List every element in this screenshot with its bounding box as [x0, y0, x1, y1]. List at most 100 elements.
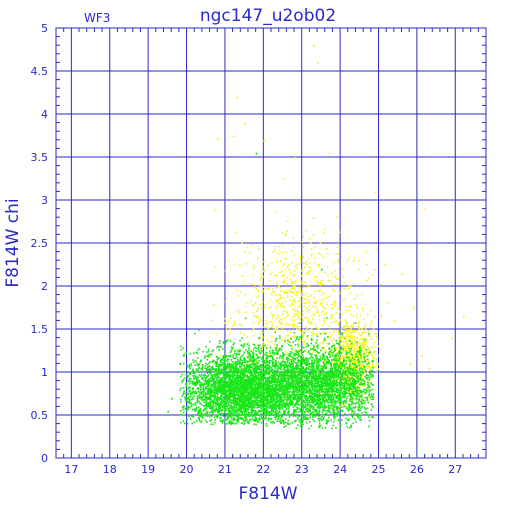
data-point: [333, 382, 335, 384]
data-point: [322, 417, 325, 419]
data-point: [340, 379, 342, 382]
data-point: [360, 407, 362, 409]
data-point: [278, 341, 280, 344]
data-point: [268, 321, 271, 323]
data-point: [268, 280, 271, 282]
data-point: [348, 394, 351, 396]
data-point: [332, 352, 334, 355]
data-point: [323, 347, 325, 349]
data-point: [265, 411, 268, 413]
data-point: [356, 395, 359, 397]
data-point: [308, 414, 311, 416]
data-point: [261, 337, 264, 339]
data-point: [309, 262, 311, 264]
data-point: [311, 333, 313, 335]
data-point: [348, 386, 351, 388]
data-point: [299, 391, 302, 394]
data-point: [341, 366, 344, 368]
data-point: [299, 379, 302, 381]
data-point: [326, 378, 329, 381]
data-point: [326, 390, 329, 392]
data-point: [367, 354, 369, 356]
data-point: [336, 379, 338, 381]
data-point: [358, 417, 360, 420]
data-point: [350, 347, 352, 350]
data-point: [322, 332, 324, 334]
data-point: [348, 392, 350, 395]
data-point: [316, 365, 318, 367]
data-point: [352, 337, 354, 339]
data-point: [370, 309, 372, 312]
data-point: [336, 391, 339, 394]
data-point: [309, 416, 311, 418]
data-point: [335, 371, 337, 374]
data-point: [261, 402, 263, 405]
data-point: [350, 403, 353, 406]
data-point: [321, 378, 324, 380]
data-point: [336, 365, 338, 367]
data-point: [293, 300, 296, 302]
data-point: [228, 332, 231, 335]
data-point: [320, 389, 322, 392]
data-point: [345, 309, 348, 312]
data-point: [300, 406, 303, 408]
data-point: [327, 336, 329, 338]
data-point: [351, 390, 354, 392]
data-point: [361, 402, 363, 404]
data-point: [348, 305, 351, 308]
data-point: [249, 355, 251, 357]
data-point: [304, 396, 306, 399]
data-point: [350, 386, 353, 389]
data-point: [331, 367, 333, 370]
data-point: [343, 393, 345, 396]
data-point: [273, 328, 275, 331]
data-point: [270, 404, 272, 406]
data-point: [305, 391, 308, 393]
data-point: [343, 325, 345, 327]
data-point: [355, 355, 357, 358]
data-point: [325, 400, 328, 402]
data-point: [257, 290, 260, 292]
data-point: [305, 326, 307, 328]
data-point: [357, 381, 360, 383]
data-point: [289, 371, 291, 373]
data-point: [343, 347, 345, 349]
data-point: [288, 385, 290, 388]
data-point: [301, 295, 303, 297]
data-point: [319, 333, 322, 335]
data-point: [333, 371, 336, 374]
data-point: [276, 399, 279, 401]
data-point: [281, 415, 283, 418]
data-point: [302, 366, 305, 368]
data-point: [327, 395, 330, 398]
data-point: [362, 369, 365, 371]
data-point: [279, 402, 281, 405]
data-point: [350, 377, 353, 380]
data-point: [271, 374, 274, 377]
data-point: [320, 381, 323, 384]
data-point: [428, 367, 431, 370]
data-point: [374, 350, 377, 353]
data-point: [362, 346, 364, 348]
data-point: [329, 352, 331, 354]
data-point: [338, 381, 341, 384]
data-point: [370, 352, 373, 354]
data-point: [294, 397, 296, 400]
data-point: [297, 352, 300, 355]
data-point: [209, 356, 212, 358]
data-point: [291, 403, 293, 406]
data-point: [350, 325, 352, 327]
data-point: [299, 376, 302, 379]
data-point: [370, 322, 373, 325]
data-point: [346, 322, 348, 324]
data-point: [357, 402, 360, 404]
data-point: [342, 387, 344, 389]
data-point: [346, 325, 348, 327]
data-point: [297, 340, 300, 342]
data-point: [334, 387, 337, 389]
data-point: [233, 320, 236, 323]
data-point: [346, 419, 349, 421]
data-point: [269, 413, 271, 415]
data-point: [296, 338, 298, 340]
data-point: [356, 375, 359, 378]
